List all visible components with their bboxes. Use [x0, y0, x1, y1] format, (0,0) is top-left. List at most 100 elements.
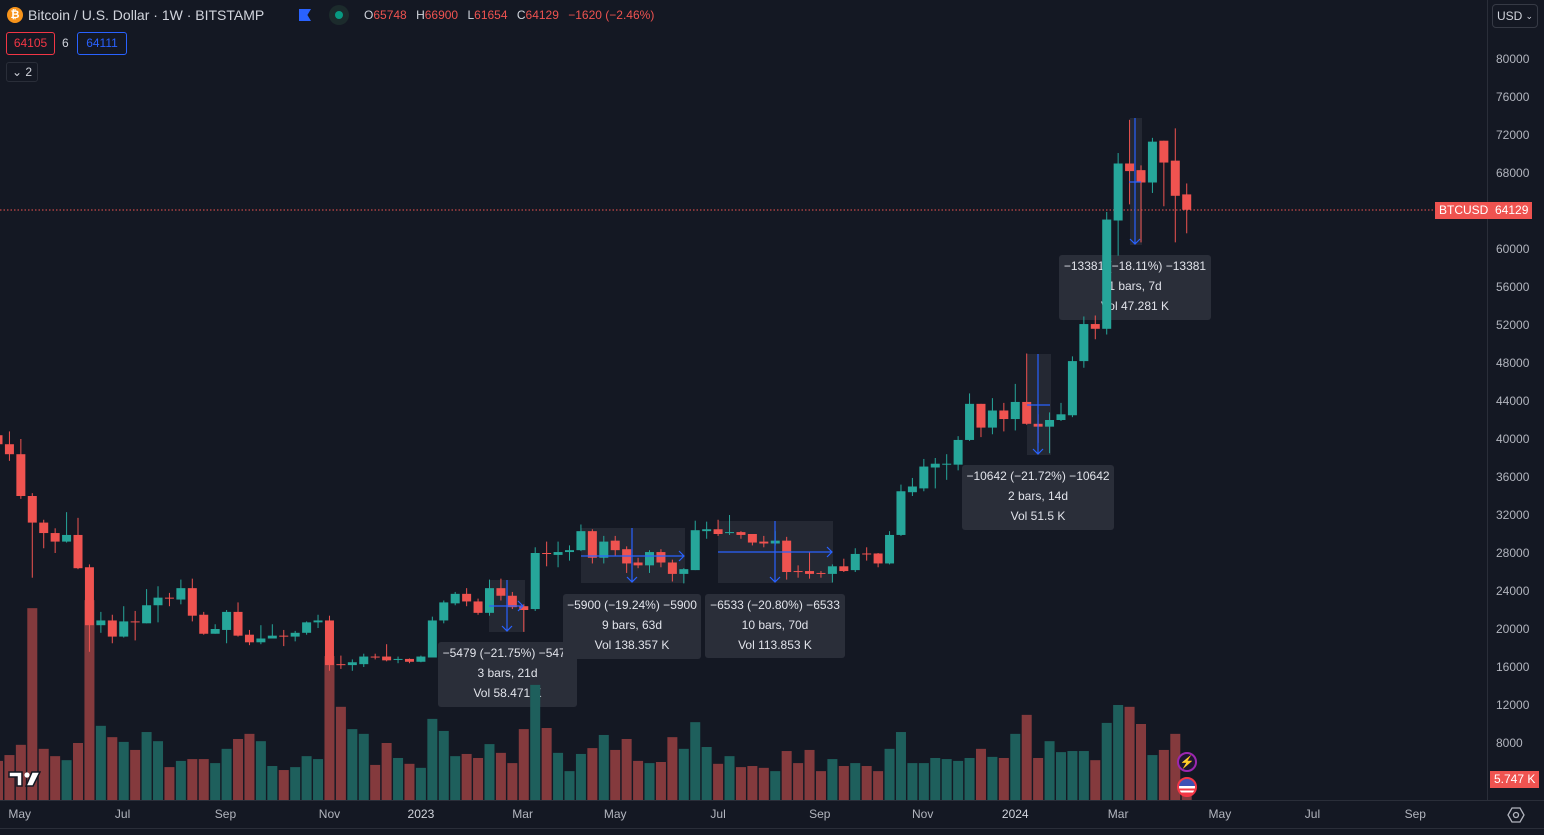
candle[interactable]	[965, 393, 975, 441]
candle[interactable]	[987, 398, 997, 435]
candle[interactable]	[256, 625, 266, 645]
candle[interactable]	[302, 621, 312, 635]
candle[interactable]	[1079, 316, 1089, 368]
candle[interactable]	[16, 439, 26, 499]
candle[interactable]	[416, 655, 426, 663]
last-price-tag: 64129	[1491, 202, 1533, 219]
candle[interactable]	[347, 659, 357, 671]
candle[interactable]	[336, 655, 346, 669]
flag-icon[interactable]	[299, 9, 311, 21]
candle[interactable]	[62, 512, 72, 543]
candle[interactable]	[1102, 211, 1112, 335]
candle[interactable]	[233, 602, 243, 637]
candle[interactable]	[565, 545, 574, 561]
volume-bar	[393, 757, 404, 800]
candle[interactable]	[999, 402, 1009, 432]
symbol-title[interactable]: Bitcoin / U.S. Dollar · 1W · BITSTAMP	[28, 7, 265, 23]
candle[interactable]	[919, 458, 929, 492]
candle[interactable]	[210, 624, 220, 634]
candle-body	[839, 566, 849, 572]
candle[interactable]	[130, 610, 140, 641]
candle[interactable]	[896, 484, 906, 536]
candle[interactable]	[107, 614, 117, 644]
candle[interactable]	[290, 630, 300, 642]
candle[interactable]	[976, 403, 986, 438]
candle[interactable]	[839, 558, 849, 572]
candle[interactable]	[530, 547, 540, 611]
candle[interactable]	[199, 611, 209, 635]
candle[interactable]	[267, 624, 277, 639]
candle[interactable]	[942, 454, 952, 480]
candle[interactable]	[1010, 383, 1020, 431]
candle[interactable]	[1056, 402, 1066, 421]
candle[interactable]	[222, 610, 232, 644]
candle[interactable]	[96, 611, 106, 633]
candle[interactable]	[1113, 153, 1123, 256]
currency-select[interactable]: USD ⌄	[1492, 4, 1538, 28]
candle[interactable]	[1136, 165, 1146, 243]
volume-bar	[1147, 755, 1158, 800]
candle[interactable]	[473, 598, 483, 615]
candle[interactable]	[873, 553, 883, 568]
price-axis[interactable]: USD ⌄ 8000 12000 16000 20000 24000 28000 32000…	[1487, 0, 1544, 800]
candle[interactable]	[279, 629, 289, 647]
candle[interactable]	[370, 653, 380, 660]
candle[interactable]	[1022, 353, 1032, 425]
candle[interactable]	[359, 653, 369, 667]
volume-bar	[1078, 751, 1089, 800]
candle-body	[656, 552, 666, 563]
candle[interactable]	[142, 589, 152, 624]
candle[interactable]	[0, 431, 3, 453]
candle[interactable]	[439, 600, 449, 624]
candle[interactable]	[1170, 128, 1180, 243]
candle[interactable]	[164, 592, 174, 607]
volume-bar	[267, 766, 278, 800]
lightning-event-icon[interactable]: ⚡	[1177, 752, 1197, 772]
candle[interactable]	[187, 578, 197, 622]
candle[interactable]	[50, 528, 60, 553]
candle[interactable]	[450, 591, 460, 606]
candle[interactable]	[153, 586, 163, 623]
market-status-icon[interactable]	[329, 5, 349, 25]
candle[interactable]	[119, 606, 129, 638]
us-flag-event-icon[interactable]	[1177, 777, 1197, 797]
volume-bar	[427, 718, 438, 800]
indicators-collapse-button[interactable]: ⌄ 2	[6, 62, 38, 82]
candle[interactable]	[1067, 356, 1077, 418]
candle[interactable]	[39, 519, 49, 549]
candle[interactable]	[1147, 137, 1157, 193]
candle[interactable]	[542, 541, 552, 567]
time-axis[interactable]: May Jul Sep Nov 2023 Mar May Jul Sep Nov 2024 Mar Ma…	[0, 800, 1544, 829]
candle[interactable]	[427, 616, 437, 658]
candle[interactable]	[930, 458, 940, 489]
candle[interactable]	[382, 644, 392, 662]
price-chart[interactable]	[0, 0, 1487, 800]
candle[interactable]	[176, 579, 186, 605]
candle[interactable]	[1090, 315, 1100, 340]
candle[interactable]	[850, 548, 860, 572]
candle[interactable]	[1182, 183, 1192, 234]
candle[interactable]	[404, 658, 414, 664]
candle[interactable]	[244, 629, 254, 646]
candle[interactable]	[73, 517, 83, 570]
candle[interactable]	[576, 524, 586, 552]
candle[interactable]	[393, 656, 403, 664]
candle[interactable]	[885, 531, 895, 565]
candle[interactable]	[953, 436, 963, 471]
buy-button[interactable]: 64111	[77, 32, 127, 55]
sell-button[interactable]: 64105	[6, 32, 55, 55]
candle[interactable]	[324, 615, 334, 671]
candle[interactable]	[462, 588, 472, 607]
candle[interactable]	[313, 614, 323, 629]
candle[interactable]	[690, 520, 700, 571]
candle[interactable]	[4, 431, 14, 461]
candle[interactable]	[702, 521, 712, 539]
candle[interactable]	[907, 477, 917, 496]
candle[interactable]	[27, 493, 37, 578]
candle[interactable]	[84, 564, 94, 652]
candle[interactable]	[1159, 140, 1169, 207]
tradingview-logo-icon[interactable]	[8, 769, 41, 788]
candle[interactable]	[553, 541, 563, 568]
settings-icon[interactable]	[1506, 805, 1526, 825]
candle[interactable]	[862, 547, 872, 561]
